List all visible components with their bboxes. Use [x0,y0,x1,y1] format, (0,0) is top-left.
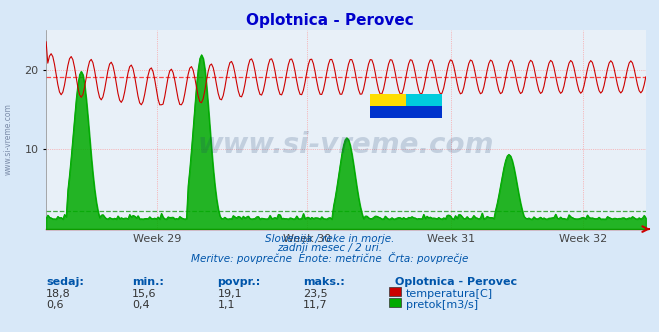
Text: zadnji mesec / 2 uri.: zadnji mesec / 2 uri. [277,243,382,253]
Text: 11,7: 11,7 [303,300,328,310]
Bar [406,106,442,118]
Bar [370,106,406,118]
Text: 1,1: 1,1 [217,300,235,310]
Text: min.:: min.: [132,277,163,287]
Bar [406,94,442,106]
Text: maks.:: maks.: [303,277,345,287]
Text: temperatura[C]: temperatura[C] [406,289,493,299]
Text: 19,1: 19,1 [217,289,242,299]
Bar [370,94,406,106]
Text: Slovenija / reke in morje.: Slovenija / reke in morje. [265,234,394,244]
Text: Oplotnica - Perovec: Oplotnica - Perovec [246,13,413,28]
Text: Meritve: povprečne  Enote: metrične  Črta: povprečje: Meritve: povprečne Enote: metrične Črta:… [191,252,468,264]
Text: 23,5: 23,5 [303,289,328,299]
Text: 0,6: 0,6 [46,300,64,310]
Text: 15,6: 15,6 [132,289,156,299]
Text: www.si-vreme.com: www.si-vreme.com [198,131,494,159]
Text: 0,4: 0,4 [132,300,150,310]
Text: 18,8: 18,8 [46,289,71,299]
Text: www.si-vreme.com: www.si-vreme.com [3,104,13,175]
Text: Oplotnica - Perovec: Oplotnica - Perovec [395,277,517,287]
Text: pretok[m3/s]: pretok[m3/s] [406,300,478,310]
Text: sedaj:: sedaj: [46,277,84,287]
Text: povpr.:: povpr.: [217,277,261,287]
